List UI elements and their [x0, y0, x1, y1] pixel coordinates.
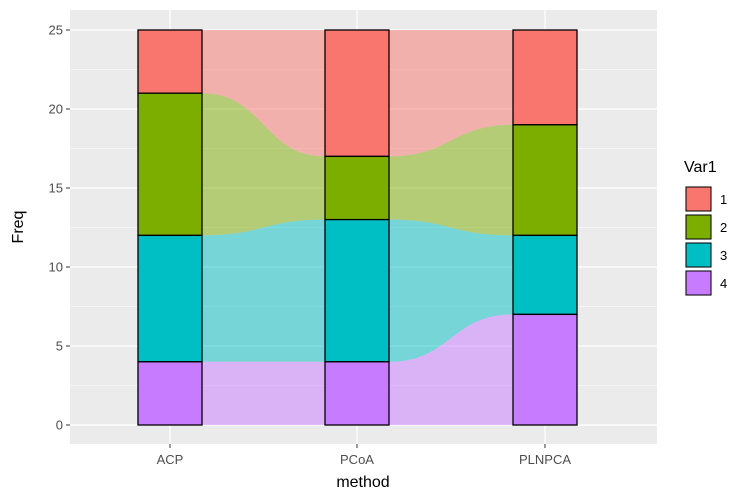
x-tick-label: ACP [157, 452, 184, 467]
flow-series-4 [389, 314, 513, 425]
bar-PLNPCA-series-4 [512, 313, 578, 426]
x-axis-title: method [336, 474, 389, 491]
flow-series-4 [202, 361, 325, 425]
legend-label-3: 3 [720, 248, 727, 263]
flow-series-1 [202, 30, 325, 157]
legend-label-4: 4 [720, 276, 727, 291]
bar-PLNPCA-series-3 [512, 234, 578, 316]
x-tick-label: PCoA [340, 452, 374, 467]
y-axis: 0 5 10 15 20 25 [49, 23, 70, 433]
legend-swatch-3 [685, 242, 712, 268]
flow-series-1 [389, 30, 513, 157]
y-tick-label: 15 [49, 181, 63, 196]
y-tick-label: 25 [49, 23, 63, 38]
bar-PCoA-series-4 [324, 361, 390, 426]
y-tick-label: 0 [56, 418, 63, 433]
bar-ACP-series-1 [137, 29, 203, 94]
legend-swatch-2 [685, 214, 712, 240]
bar-ACP-series-2 [137, 92, 203, 237]
bar-PCoA-series-3 [324, 218, 390, 363]
flow-series-3 [202, 219, 325, 362]
flow-series-3 [389, 219, 513, 362]
y-tick-label: 5 [56, 339, 63, 354]
y-axis-title: Freq [10, 211, 27, 244]
x-tick-label: PLNPCA [519, 452, 571, 467]
bar-ACP-series-4 [137, 361, 203, 426]
legend-label-2: 2 [720, 220, 727, 235]
bar-PLNPCA-series-2 [512, 124, 578, 237]
legend-title: Var1 [684, 159, 717, 176]
legend-label-1: 1 [720, 192, 727, 207]
bar-ACP-series-3 [137, 234, 203, 363]
flow-series-2 [389, 124, 513, 236]
bar-PLNPCA-series-1 [512, 29, 578, 126]
bar-PCoA-series-2 [324, 155, 390, 221]
x-axis: ACP PCoA PLNPCA [157, 444, 571, 467]
legend: Var1 1 2 3 4 [684, 159, 727, 296]
y-tick-label: 20 [49, 102, 63, 117]
y-tick-label: 10 [49, 260, 63, 275]
legend-swatch-4 [685, 270, 712, 296]
stacked-bars [137, 29, 578, 426]
flow-ribbons [202, 30, 513, 425]
bar-PCoA-series-1 [324, 29, 390, 158]
flow-series-2 [202, 93, 325, 236]
legend-swatch-1 [685, 186, 712, 212]
